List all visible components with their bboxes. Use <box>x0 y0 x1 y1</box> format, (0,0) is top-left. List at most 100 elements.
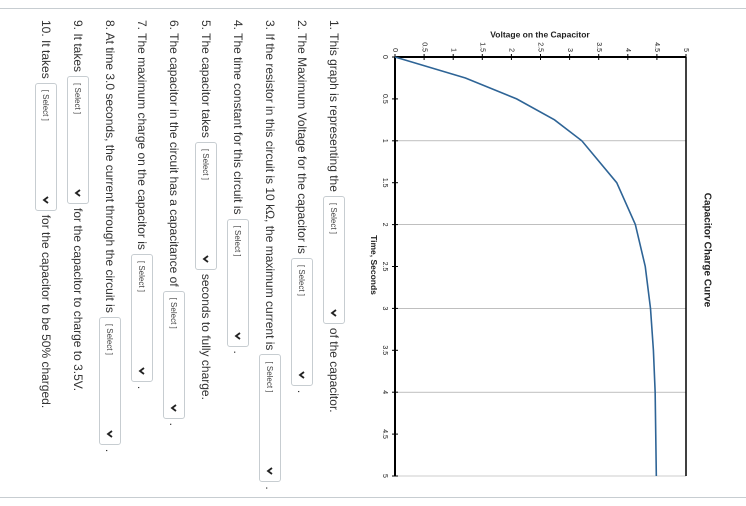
question-text: . <box>103 448 117 453</box>
x-tick-label: 2 <box>381 223 388 227</box>
question: 5. The capacitor takes [ Select ] seconds … <box>190 20 222 500</box>
x-tick-label: 4.5 <box>381 429 388 439</box>
x-tick-label: 2.5 <box>381 262 388 272</box>
question-text: 8. At time 3.0 seconds, the current thro… <box>103 20 117 313</box>
chevron <box>74 189 81 197</box>
question: 10. It takes [ Select ] for the capacitor … <box>30 20 62 500</box>
x-axis-label: Time, Seconds <box>369 235 379 295</box>
dropdown-placeholder: [ Select ] <box>201 148 211 180</box>
x-tick-label: 3.5 <box>381 345 388 355</box>
y-tick-label: 4.5 <box>653 42 660 52</box>
bottom-rule <box>0 497 746 498</box>
x-tick-label: 1.5 <box>381 178 388 188</box>
data-line <box>394 56 658 477</box>
chevron-shape <box>106 430 113 438</box>
question-text: . <box>135 385 149 390</box>
chevron <box>298 371 305 379</box>
question-text: 2. The Maximum Voltage for the capacitor… <box>295 20 309 254</box>
x-tick-label: 0 <box>381 55 388 59</box>
question: 6. The capacitor in the circuit has a ca… <box>158 20 190 500</box>
y-tick-label: 4 <box>624 48 631 52</box>
question-text: . <box>231 350 245 354</box>
dropdown-placeholder: [ Select ] <box>329 202 339 235</box>
dropdown[interactable]: [ Select ] <box>163 290 185 419</box>
x-tick-label: 0.5 <box>381 94 388 104</box>
chart-title: Capacitor Charge Curve <box>701 193 712 308</box>
chevron-shape <box>42 195 49 204</box>
y-tick-label: 1.5 <box>478 42 485 52</box>
question-text: . <box>167 422 181 426</box>
dropdown[interactable]: [ Select ] <box>323 195 345 324</box>
chevron <box>170 403 177 412</box>
chart: Capacitor Charge Curve Time, Seconds Vol… <box>369 29 713 478</box>
y-tick-label: 3.5 <box>595 42 602 52</box>
dropdown-placeholder: [ Select ] <box>105 323 115 355</box>
question-text: 3. If the resistor in this circuit is 10… <box>263 20 277 351</box>
question: 9. It takes [ Select ] for the capacitor t… <box>62 20 94 500</box>
dropdown-placeholder: [ Select ] <box>137 260 147 293</box>
question-list: 1. This graph is representing the [ Selec… <box>30 20 350 500</box>
dropdown[interactable]: [ Select ] <box>227 218 249 347</box>
question: 2. The Maximum Voltage for the capacitor… <box>286 20 318 500</box>
chevron <box>234 331 241 340</box>
y-tick-label: 2 <box>508 48 515 52</box>
chevron <box>138 367 145 375</box>
chevron-shape <box>234 331 241 340</box>
dropdown-placeholder: [ Select ] <box>265 361 275 393</box>
question-text: 4. The time constant for this circuit is <box>231 20 245 215</box>
x-tick-label: 5 <box>381 474 388 478</box>
dropdown[interactable]: [ Select ] <box>99 316 121 445</box>
question-text: for the capacitor to be 50% charged. <box>39 214 53 409</box>
dropdown-placeholder: [ Select ] <box>73 83 83 115</box>
question-text: 6. The capacitor in the circuit has a ca… <box>167 20 181 287</box>
dropdown-placeholder: [ Select ] <box>297 264 307 297</box>
chevron-shape <box>138 367 145 375</box>
question: 4. The time constant for this circuit is… <box>222 20 254 500</box>
y-tick-label: 0.5 <box>420 42 427 52</box>
question-text: 1. This graph is representing the <box>327 20 341 192</box>
question-text: 9. It takes <box>71 20 85 73</box>
x-tick-label: 1 <box>381 139 388 143</box>
question-text: . <box>295 389 309 394</box>
question: 7. The maximum charge on the capacitor i… <box>126 20 158 500</box>
dropdown-placeholder: [ Select ] <box>169 297 179 329</box>
question-text: for the capacitor to charge to 3.5V. <box>71 208 85 392</box>
question-text: 5. The capacitor takes <box>199 20 213 138</box>
dropdown[interactable]: [ Select ] <box>35 82 57 211</box>
dropdown[interactable]: [ Select ] <box>291 257 313 386</box>
dropdown[interactable]: [ Select ] <box>259 354 281 483</box>
question-text: of the capacitor. <box>327 327 341 413</box>
y-tick-label: 5 <box>682 48 689 52</box>
question-text: 10. It takes <box>39 20 53 79</box>
chevron <box>330 309 337 317</box>
y-axis-label: Voltage on the Capacitor <box>490 29 590 39</box>
question: 1. This graph is representing the [ Selec… <box>318 20 350 500</box>
y-tick-label: 0 <box>391 48 398 52</box>
y-tick-label: 3 <box>566 48 573 52</box>
x-tick-label: 4 <box>381 390 388 394</box>
dropdown[interactable]: [ Select ] <box>67 76 89 205</box>
y-tick-label: 1 <box>449 48 456 52</box>
chevron <box>106 430 113 438</box>
question-text: . <box>263 486 277 490</box>
chevron-shape <box>170 403 177 412</box>
chevron-shape <box>330 309 337 317</box>
y-tick-label: 2.5 <box>537 42 544 52</box>
question-text: seconds to fully charge. <box>199 273 213 400</box>
dropdown[interactable]: [ Select ] <box>131 253 153 382</box>
chevron-shape <box>74 189 81 197</box>
chevron-shape <box>266 467 273 476</box>
chevron-shape <box>202 255 209 263</box>
chevron <box>266 467 273 476</box>
question: 3. If the resistor in this circuit is 10… <box>254 20 286 500</box>
dropdown-placeholder: [ Select ] <box>41 89 51 121</box>
chevron <box>202 255 209 263</box>
x-tick-label: 3 <box>381 306 388 310</box>
question-text: 7. The maximum charge on the capacitor i… <box>135 20 149 250</box>
dropdown[interactable]: [ Select ] <box>195 141 217 270</box>
top-rule <box>0 8 746 9</box>
dropdown-placeholder: [ Select ] <box>233 225 243 257</box>
question: 8. At time 3.0 seconds, the current thro… <box>94 20 126 500</box>
